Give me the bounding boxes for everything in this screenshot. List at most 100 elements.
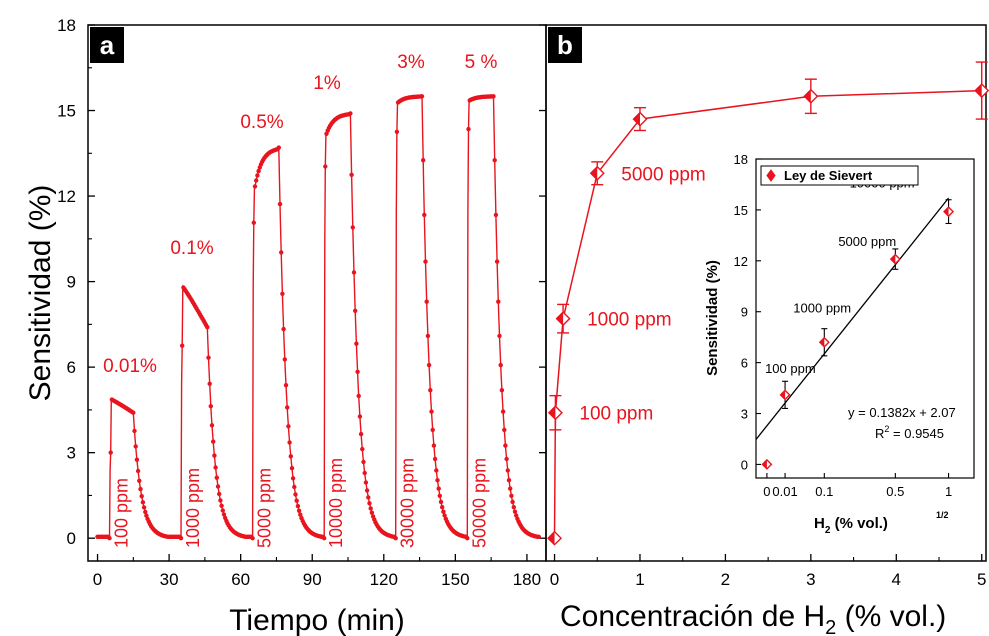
- inset-y-tick-label: 15: [734, 203, 748, 218]
- x-tick-label-a: 180: [513, 570, 541, 589]
- response-point: [143, 509, 148, 515]
- inset-fit-r2-sup: 2: [884, 424, 889, 434]
- x-tick-label-a: 0: [93, 570, 102, 589]
- response-point: [357, 414, 363, 419]
- inset-point: [889, 253, 901, 265]
- response-point: [295, 503, 301, 509]
- panel-b-annotations: 100 ppm 1000 ppm 5000 ppm: [579, 164, 705, 424]
- response-point: [503, 443, 508, 448]
- x-axis-title-b-unit: (% vol.): [836, 600, 946, 633]
- inset-point: [818, 336, 830, 348]
- response-point: [108, 450, 113, 455]
- response-point: [496, 299, 501, 304]
- ppm-annotation: 5000 ppm: [621, 164, 706, 185]
- response-point: [512, 509, 518, 514]
- response-point: [504, 456, 509, 462]
- response-point: [251, 220, 256, 225]
- response-point: [350, 225, 355, 230]
- inset-x-axis-title-sub: 2: [825, 525, 831, 536]
- response-point: [349, 172, 354, 177]
- concentration-ppm-label: 5000 ppm: [255, 468, 275, 548]
- concentration-ppm-label: 10000 ppm: [326, 458, 346, 548]
- response-point: [276, 145, 281, 150]
- response-point: [354, 341, 359, 346]
- inset-point-fill: [762, 459, 767, 469]
- response-point: [296, 508, 302, 513]
- response-point: [139, 494, 144, 499]
- response-point: [510, 499, 515, 505]
- response-point: [138, 486, 143, 492]
- x-tick-label-a: 60: [231, 570, 250, 589]
- concentration-step-label: 1%: [313, 73, 341, 94]
- response-point: [499, 388, 505, 393]
- response-point: [217, 491, 222, 497]
- response-point: [441, 509, 446, 514]
- x-tick-label-b: 3: [806, 570, 815, 589]
- response-point: [280, 291, 285, 296]
- concentration-ppm-label: 30000 ppm: [398, 458, 418, 548]
- response-point: [281, 326, 286, 332]
- inset-x-tick-label: 0.5: [886, 484, 904, 499]
- inset-y-tick-label: 9: [741, 305, 748, 320]
- response-point: [213, 465, 218, 470]
- inset-y-tick-label: 6: [741, 356, 748, 371]
- response-point: [502, 427, 507, 433]
- response-point: [367, 501, 372, 506]
- ppm-annotation: 100 ppm: [579, 404, 653, 425]
- fit-line: [755, 197, 950, 440]
- response-point: [293, 492, 298, 497]
- inset-fit-line: [755, 197, 950, 440]
- inset-point: [761, 458, 773, 470]
- response-point: [355, 369, 360, 374]
- sensitivity-point: [547, 405, 563, 421]
- response-point: [431, 443, 437, 448]
- response-point: [421, 158, 426, 163]
- x-axis-title-a: Tiempo (min): [229, 604, 405, 636]
- x-tick-label-b: 1: [635, 570, 644, 589]
- response-point: [536, 534, 541, 539]
- response-point: [442, 513, 447, 518]
- x-tick-label-b: 5: [977, 570, 986, 589]
- response-point: [361, 459, 366, 465]
- sensitivity-point-fill: [548, 531, 555, 545]
- response-point: [279, 250, 284, 255]
- inset-x-axis-title-unit: (% vol.): [830, 515, 888, 532]
- response-point: [491, 94, 496, 99]
- x-tick-label-a: 90: [303, 570, 322, 589]
- response-point: [131, 410, 136, 415]
- response-point: [465, 536, 470, 541]
- response-point: [287, 440, 292, 445]
- inset-point: [779, 389, 791, 401]
- inset-x-axis-title-main: H: [814, 515, 825, 532]
- response-point: [426, 362, 432, 368]
- response-point: [438, 499, 444, 505]
- response-point: [298, 512, 303, 517]
- response-point: [358, 431, 364, 437]
- response-point: [133, 444, 138, 449]
- inset-legend-marker: [766, 169, 776, 182]
- response-point: [137, 478, 142, 483]
- panel-a-label-box: [90, 27, 124, 63]
- sensitivity-point: [589, 165, 605, 181]
- x-axis-title-b: Concentración de H2 (% vol.): [560, 600, 946, 636]
- response-point: [429, 409, 434, 414]
- inset-data: [761, 199, 955, 470]
- response-point: [205, 325, 210, 330]
- response-point: [323, 164, 328, 169]
- response-point: [250, 536, 255, 541]
- response-point: [500, 409, 506, 414]
- response-point: [288, 454, 293, 459]
- response-point: [215, 484, 221, 489]
- response-point: [356, 393, 361, 399]
- panel-b-label-box: [548, 27, 582, 63]
- inset-y-tick-label: 18: [734, 152, 748, 167]
- sensitivity-point-fill: [556, 312, 564, 326]
- concentration-step-label: 5 %: [465, 52, 498, 73]
- response-point: [255, 173, 260, 178]
- concentration-step-label: 3%: [397, 52, 425, 73]
- response-point: [363, 480, 369, 485]
- response-point: [294, 498, 299, 503]
- response-point: [366, 495, 371, 500]
